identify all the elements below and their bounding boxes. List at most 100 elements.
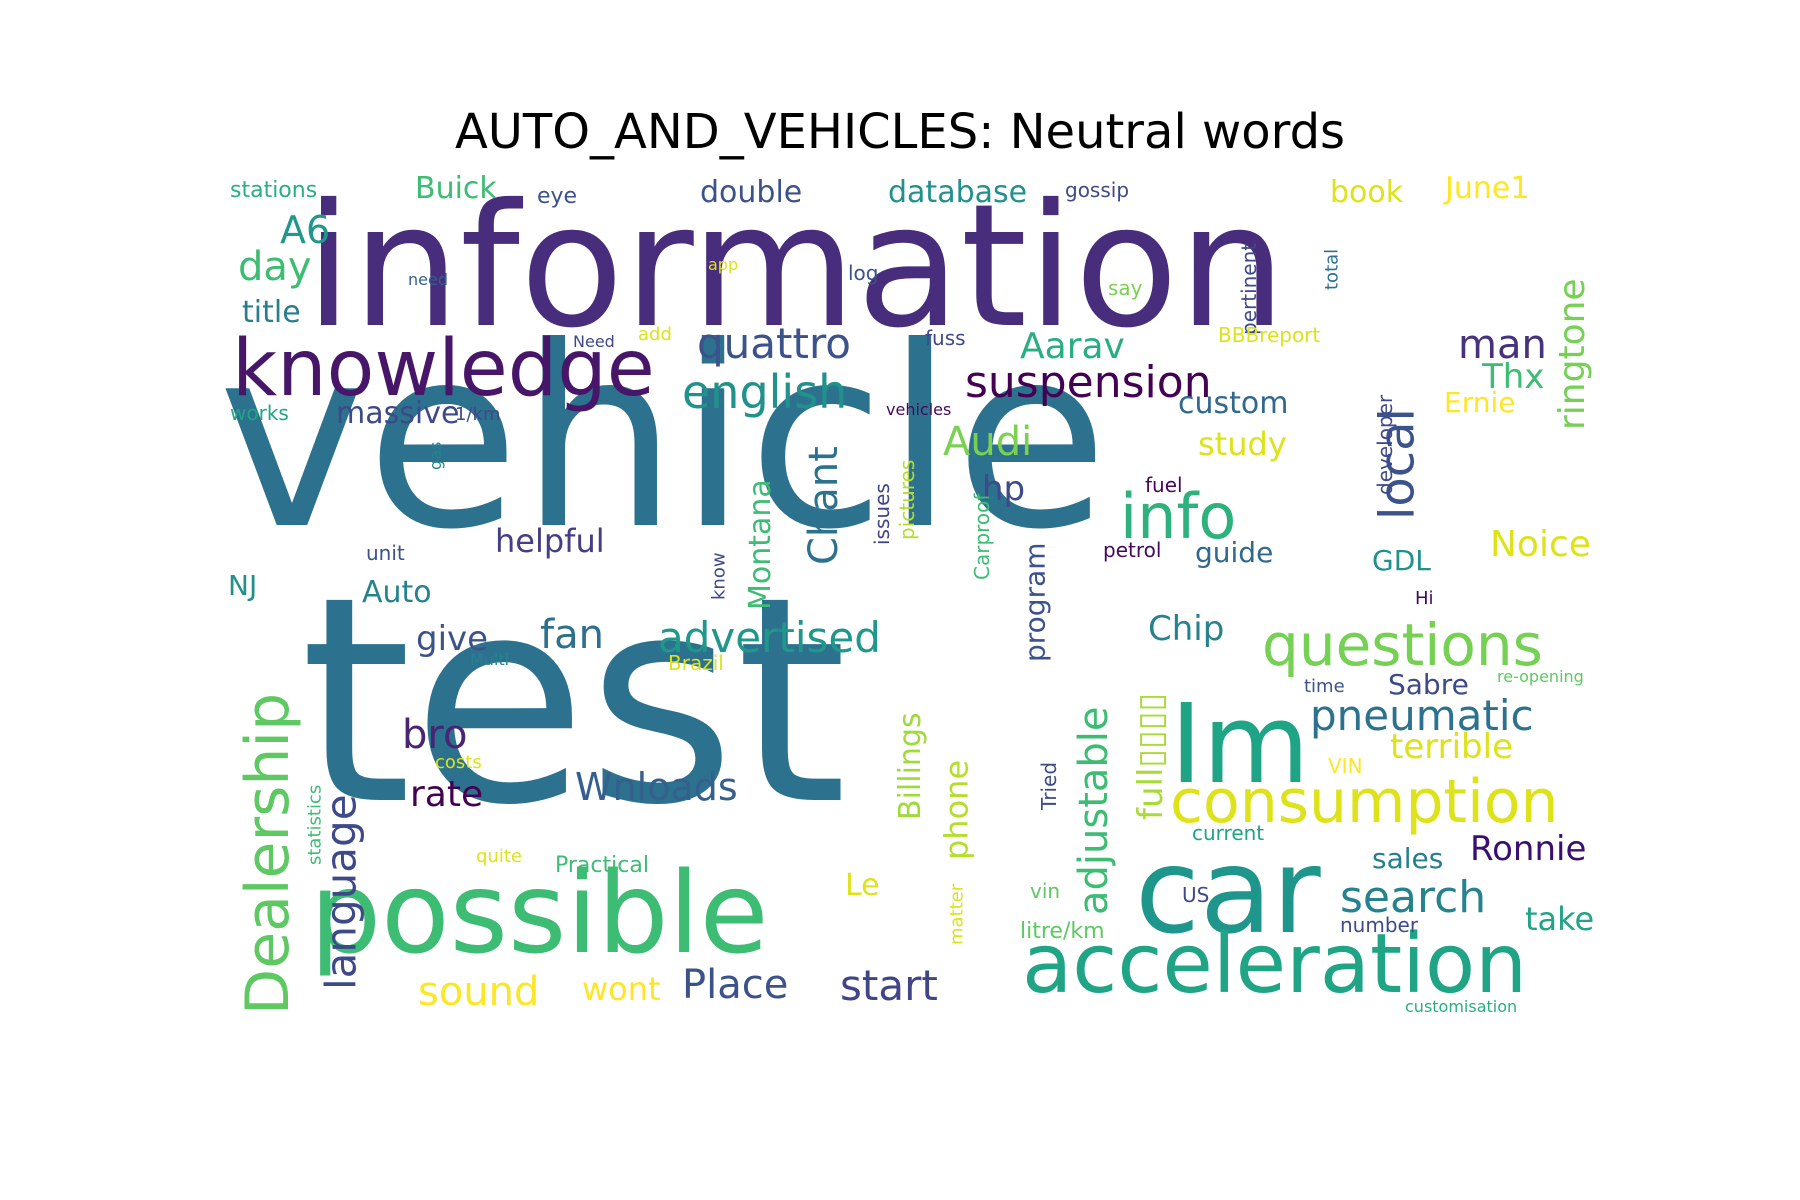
word-us: US bbox=[1182, 883, 1209, 907]
word-pneumatic: pneumatic bbox=[1310, 691, 1534, 740]
word-vin: VIN bbox=[1328, 754, 1363, 778]
word-le: Le bbox=[845, 868, 880, 903]
word-tried: Tried bbox=[1037, 762, 1061, 811]
word-rate: rate bbox=[410, 774, 483, 815]
word-advertised: advertised bbox=[658, 613, 881, 662]
word-current: current bbox=[1192, 821, 1264, 845]
word-car: car bbox=[1135, 822, 1321, 960]
word-pertinent: pertinent bbox=[1237, 243, 1261, 335]
word-petrol: petrol bbox=[1103, 538, 1161, 562]
word-custom: custom bbox=[1178, 386, 1288, 421]
word-unit: unit bbox=[366, 541, 405, 565]
word-hi: Hi bbox=[1415, 588, 1434, 609]
word-need: need bbox=[408, 270, 448, 289]
word-sabre: Sabre bbox=[1388, 668, 1469, 701]
word-carproof: Carproof bbox=[970, 493, 994, 580]
word-info: info bbox=[1120, 480, 1236, 553]
word-time: time bbox=[1304, 676, 1345, 697]
word-english: english bbox=[682, 365, 847, 419]
word-fuel: fuel bbox=[1145, 473, 1183, 497]
word-noice: Noice bbox=[1490, 524, 1591, 565]
word-costs: costs bbox=[435, 752, 482, 773]
word-bbbreport: BBBreport bbox=[1218, 323, 1320, 347]
word-wnloads: Wnloads bbox=[575, 765, 738, 809]
word-fuss: fuss bbox=[925, 326, 966, 350]
word-possible: possible bbox=[310, 849, 769, 979]
word-adjustable: adjustable bbox=[1071, 706, 1117, 915]
word-aarav: Aarav bbox=[1020, 326, 1125, 367]
word-vehicle: vehicle bbox=[218, 293, 1108, 584]
word-place: Place bbox=[682, 962, 788, 1008]
word-sound: sound bbox=[418, 969, 539, 1015]
word-need: Need bbox=[573, 332, 615, 351]
word-search: search bbox=[1340, 872, 1486, 923]
word-total: total bbox=[1321, 249, 1342, 290]
word-massive: massive bbox=[336, 396, 459, 431]
word-suspension: suspension bbox=[965, 357, 1212, 408]
word-litre-km: litre/km bbox=[1020, 919, 1105, 944]
word-fan: fan bbox=[540, 612, 604, 658]
word-brazil: Brazil bbox=[668, 651, 724, 675]
word-a6: A6 bbox=[280, 208, 330, 252]
chart-title: AUTO_AND_VEHICLES: Neutral words bbox=[454, 104, 1346, 160]
word-ringtone: ringtone bbox=[1552, 278, 1593, 430]
word-number: number bbox=[1340, 913, 1419, 937]
word-hp: hp bbox=[982, 469, 1025, 509]
word-program: program bbox=[1018, 542, 1051, 662]
word-language: language bbox=[317, 794, 366, 990]
word-double: double bbox=[700, 175, 802, 210]
word-information: information bbox=[305, 168, 1286, 366]
word-start: start bbox=[840, 961, 938, 1010]
word-buick: Buick bbox=[415, 171, 497, 206]
word-phone: phone bbox=[938, 760, 976, 860]
word-thx: Thx bbox=[1481, 357, 1544, 397]
word-quite: quite bbox=[476, 846, 522, 867]
word-matter: matter bbox=[946, 883, 967, 945]
word-app: app bbox=[708, 255, 738, 274]
word-eye: eye bbox=[537, 184, 577, 209]
word-book: book bbox=[1330, 175, 1404, 210]
word-june1: June1 bbox=[1443, 171, 1529, 206]
word-audi: Audi bbox=[943, 419, 1032, 465]
word-1-km: 1/km bbox=[455, 404, 500, 425]
word-vehicles: vehicles bbox=[886, 400, 951, 419]
word-consumption: consumption bbox=[1170, 767, 1558, 837]
word-acceleration: acceleration bbox=[1022, 917, 1527, 1012]
word-questions: questions bbox=[1262, 611, 1543, 679]
word-full: full▯▯▯▯ bbox=[1131, 693, 1171, 820]
word-multi: Multi bbox=[470, 650, 509, 669]
word-wont: wont bbox=[582, 970, 661, 1008]
word-auto: Auto bbox=[362, 575, 432, 610]
word-sales: sales bbox=[1372, 842, 1443, 875]
word-gas: gas bbox=[426, 442, 445, 470]
word-customisation: customisation bbox=[1405, 997, 1517, 1016]
word-knowledge: knowledge bbox=[232, 324, 655, 414]
word-issues: issues bbox=[870, 483, 894, 545]
word-test: test bbox=[300, 536, 847, 868]
word-montana: Montana bbox=[743, 479, 778, 610]
word-terrible: terrible bbox=[1390, 727, 1513, 767]
word-im: Im bbox=[1170, 680, 1310, 808]
word-gdl: GDL bbox=[1372, 544, 1431, 577]
word-pictures: pictures bbox=[895, 460, 919, 540]
word-man: man bbox=[1458, 322, 1547, 368]
word-billings: Billings bbox=[893, 712, 928, 820]
word-guide: guide bbox=[1195, 536, 1273, 569]
word-practical: Practical bbox=[555, 853, 649, 878]
word-ronnie: Ronnie bbox=[1470, 829, 1586, 869]
word-take: take bbox=[1525, 900, 1594, 938]
word-title: title bbox=[242, 295, 301, 330]
word-gossip: gossip bbox=[1065, 178, 1129, 202]
word-know: know bbox=[708, 552, 729, 600]
word-dealership: Dealership bbox=[233, 693, 303, 1015]
word-bro: bro bbox=[402, 712, 467, 758]
word-helpful: helpful bbox=[495, 522, 605, 560]
word-vin: vin bbox=[1030, 879, 1060, 903]
word-nj: NJ bbox=[228, 569, 257, 602]
word-chip: Chip bbox=[1148, 609, 1224, 649]
word-log: log bbox=[848, 261, 879, 285]
word-give: give bbox=[416, 619, 488, 659]
word-works: works bbox=[230, 401, 289, 425]
